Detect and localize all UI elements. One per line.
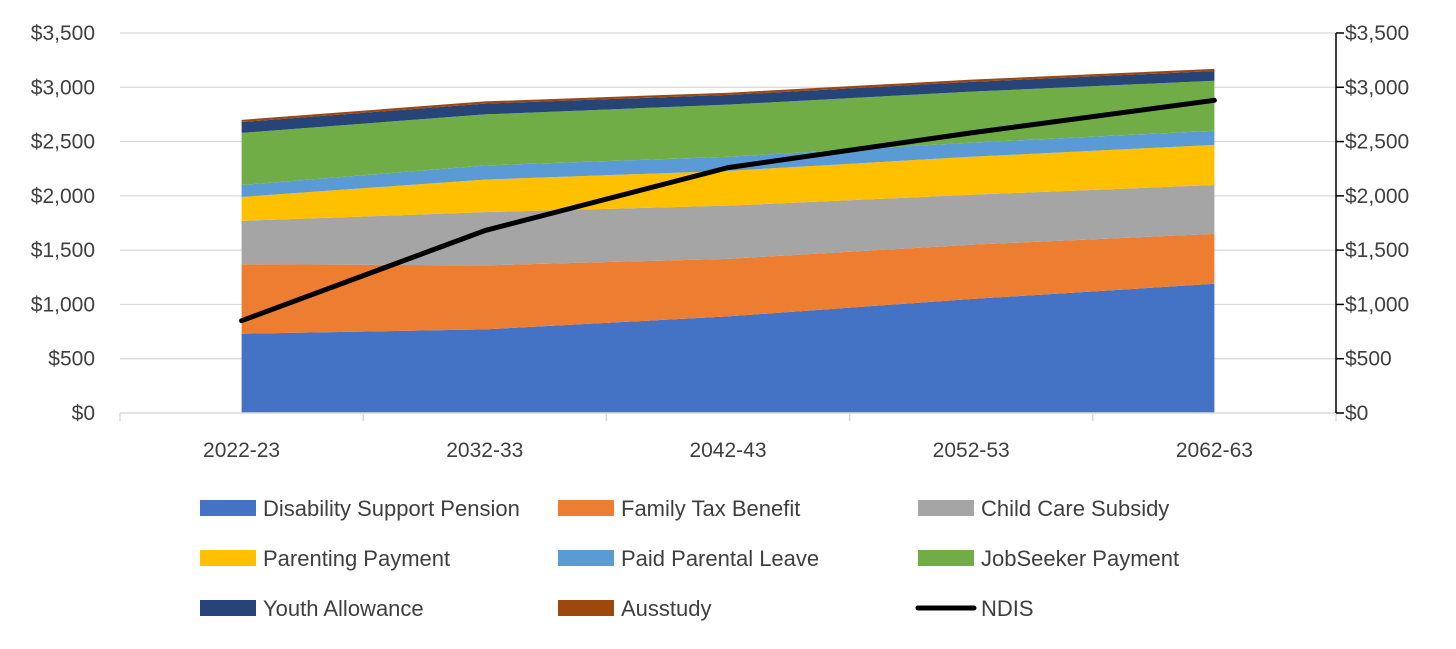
x-axis-ticks: 2022-23 2032-33 2042-43 2052-53 2062-63: [203, 439, 1253, 462]
area-series-5: [241, 80, 1215, 185]
area-series-6: [241, 71, 1215, 133]
x-tick-label: 2032-33: [446, 439, 523, 462]
x-tick-label: 2042-43: [689, 439, 766, 462]
legend-label: Ausstudy: [621, 596, 712, 621]
stacked-areas: [241, 68, 1215, 413]
y2-tick-label: $1,000: [1345, 293, 1409, 316]
y-axis-left-ticks: $0 $500 $1,000 $1,500 $2,000 $2,500 $3,000 $3,5…: [31, 22, 95, 425]
y-axis-right-ticks: $0 $500 $1,000 $1,500 $2,000 $2,500 $3,000 $3,5…: [1345, 22, 1409, 425]
y-tick-label: $0: [72, 402, 95, 425]
legend-label: JobSeeker Payment: [981, 546, 1179, 571]
area-series-0: [241, 283, 1215, 413]
ndis-line: [239, 97, 1217, 324]
legend-swatch: [558, 600, 614, 616]
legend-label: Paid Parental Leave: [621, 546, 819, 571]
legend-swatch: [200, 500, 256, 516]
legend-swatch: [558, 500, 614, 516]
legend-swatch: [918, 550, 974, 566]
y2-tick-label: $0: [1345, 402, 1368, 425]
y-tick-label: $2,000: [31, 185, 95, 208]
x-tick-label: 2022-23: [203, 439, 280, 462]
y-tick-label: $2,500: [31, 131, 95, 154]
x-tick-label: 2052-53: [933, 439, 1010, 462]
area-series-3: [241, 144, 1215, 221]
legend-swatch: [918, 500, 974, 516]
y2-tick-label: $3,000: [1345, 76, 1409, 99]
y-tick-label: $1,500: [31, 239, 95, 262]
area-series-4: [241, 130, 1215, 197]
y-tick-label: $3,000: [31, 76, 95, 99]
legend-label: Family Tax Benefit: [621, 496, 800, 521]
y2-tick-label: $3,500: [1345, 22, 1409, 45]
y2-tick-label: $2,500: [1345, 131, 1409, 154]
y2-tick-label: $2,000: [1345, 185, 1409, 208]
axes: [119, 32, 1344, 421]
y-tick-label: $3,500: [31, 22, 95, 45]
legend-swatch: [200, 550, 256, 566]
legend-label: NDIS: [981, 596, 1034, 621]
y-tick-label: $500: [48, 348, 95, 371]
legend-label: Parenting Payment: [263, 546, 450, 571]
y2-tick-label: $1,500: [1345, 239, 1409, 262]
legend: Disability Support Pension Family Tax Ben…: [200, 496, 1179, 621]
y-tick-label: $1,000: [31, 293, 95, 316]
legend-label: Youth Allowance: [263, 596, 424, 621]
y2-tick-label: $500: [1345, 348, 1392, 371]
line-series-ndis: [239, 97, 1217, 324]
area-series-7: [241, 68, 1215, 123]
area-series-1: [241, 233, 1215, 334]
legend-swatch: [200, 600, 256, 616]
area-series-2: [241, 185, 1215, 266]
legend-label: Disability Support Pension: [263, 496, 520, 521]
x-tick-label: 2062-63: [1176, 439, 1253, 462]
legend-swatch: [558, 550, 614, 566]
legend-label: Child Care Subsidy: [981, 496, 1169, 521]
